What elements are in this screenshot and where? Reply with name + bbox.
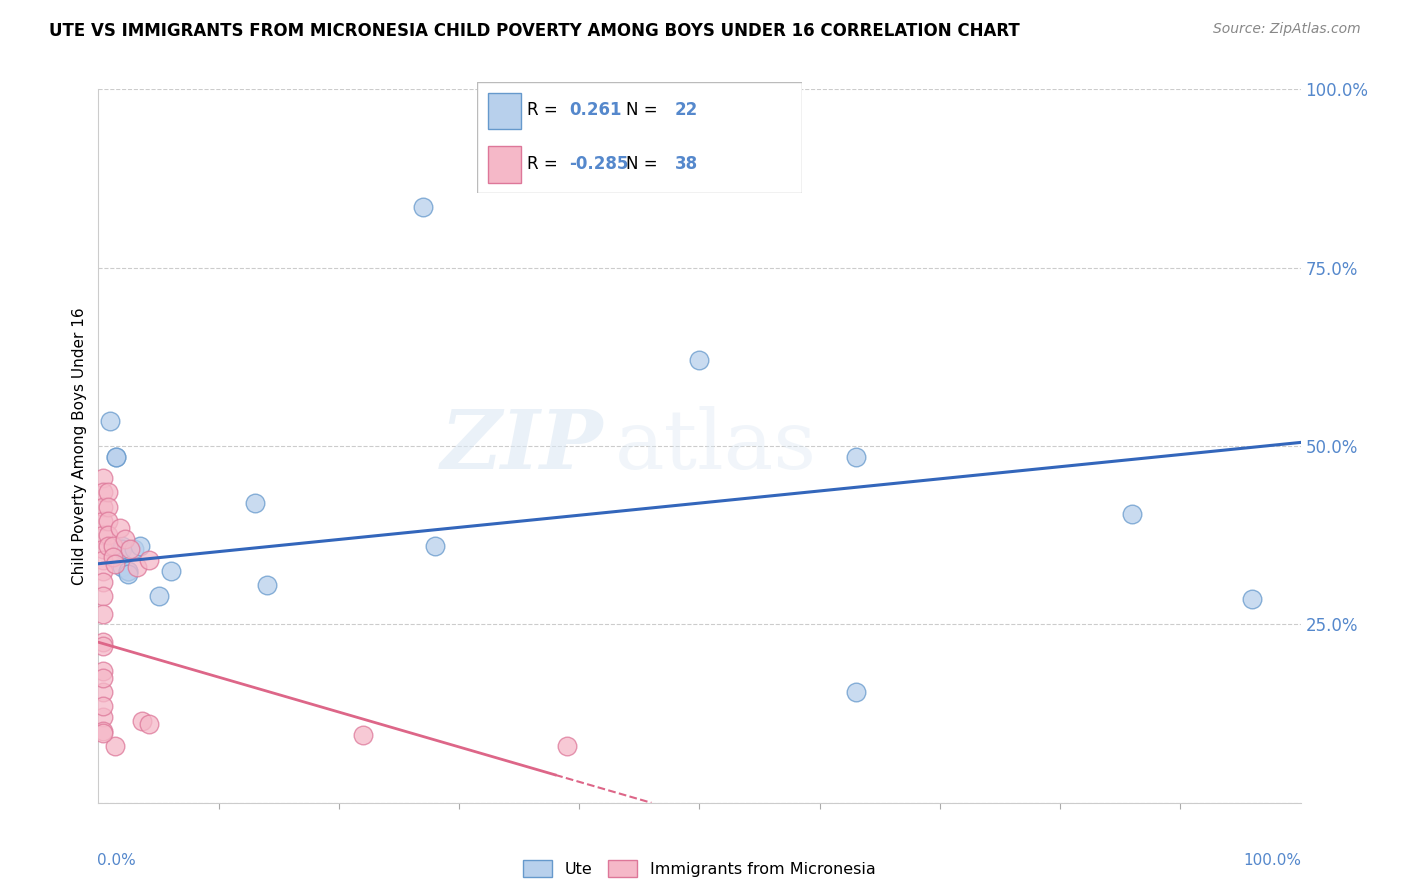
Text: -0.285: -0.285	[569, 155, 628, 173]
Text: atlas: atlas	[616, 406, 817, 486]
Point	[91, 639, 114, 653]
Text: Source: ZipAtlas.com: Source: ZipAtlas.com	[1213, 22, 1361, 37]
Point	[159, 564, 181, 578]
Point	[111, 542, 134, 557]
Point	[1241, 592, 1264, 607]
Point	[91, 574, 114, 589]
FancyBboxPatch shape	[477, 82, 801, 193]
Point	[117, 564, 139, 578]
Point	[243, 496, 266, 510]
Point	[108, 521, 131, 535]
Point	[117, 564, 139, 578]
Text: ZIP: ZIP	[440, 406, 603, 486]
Point	[91, 724, 114, 739]
Point	[117, 567, 139, 582]
Bar	[488, 146, 520, 183]
Point	[1121, 507, 1143, 521]
Point	[97, 528, 120, 542]
Point	[91, 589, 114, 603]
Point	[114, 532, 136, 546]
Point	[91, 726, 114, 740]
Point	[91, 514, 114, 528]
Point	[97, 485, 120, 500]
Point	[118, 542, 141, 557]
Point	[91, 500, 114, 514]
Text: N =: N =	[627, 155, 664, 173]
Point	[97, 514, 120, 528]
Point	[101, 539, 124, 553]
Text: 0.0%: 0.0%	[97, 853, 136, 868]
Point	[91, 485, 114, 500]
Point	[91, 564, 114, 578]
Point	[125, 560, 148, 574]
Y-axis label: Child Poverty Among Boys Under 16: Child Poverty Among Boys Under 16	[72, 307, 87, 585]
Point	[91, 699, 114, 714]
Point	[256, 578, 278, 592]
Text: 38: 38	[675, 155, 699, 173]
Point	[138, 553, 160, 567]
Legend: Ute, Immigrants from Micronesia: Ute, Immigrants from Micronesia	[523, 860, 876, 877]
Point	[105, 450, 128, 464]
Point	[412, 200, 434, 214]
Text: 22: 22	[675, 102, 699, 120]
Point	[91, 671, 114, 685]
Point	[111, 560, 134, 574]
Point	[845, 685, 868, 699]
Point	[555, 739, 578, 753]
Text: 0.261: 0.261	[569, 102, 621, 120]
Point	[845, 450, 868, 464]
Text: N =: N =	[627, 102, 664, 120]
Point	[97, 500, 120, 514]
Point	[91, 635, 114, 649]
Point	[105, 450, 128, 464]
Point	[124, 542, 146, 557]
Point	[104, 557, 127, 571]
Point	[91, 710, 114, 724]
Point	[91, 664, 114, 678]
Point	[131, 714, 153, 728]
Point	[129, 539, 152, 553]
Point	[101, 549, 124, 564]
Point	[100, 414, 122, 428]
Text: R =: R =	[527, 102, 564, 120]
Point	[111, 539, 134, 553]
Point	[91, 607, 114, 621]
Point	[104, 739, 127, 753]
Bar	[488, 93, 520, 129]
Point	[91, 471, 114, 485]
Text: 100.0%: 100.0%	[1244, 853, 1302, 868]
Point	[97, 539, 120, 553]
Point	[352, 728, 374, 742]
Point	[91, 685, 114, 699]
Point	[91, 553, 114, 567]
Point	[91, 528, 114, 542]
Point	[148, 589, 170, 603]
Text: UTE VS IMMIGRANTS FROM MICRONESIA CHILD POVERTY AMONG BOYS UNDER 16 CORRELATION : UTE VS IMMIGRANTS FROM MICRONESIA CHILD …	[49, 22, 1019, 40]
Text: R =: R =	[527, 155, 564, 173]
Point	[138, 717, 160, 731]
Point	[423, 539, 446, 553]
Point	[688, 353, 710, 368]
Point	[91, 542, 114, 557]
